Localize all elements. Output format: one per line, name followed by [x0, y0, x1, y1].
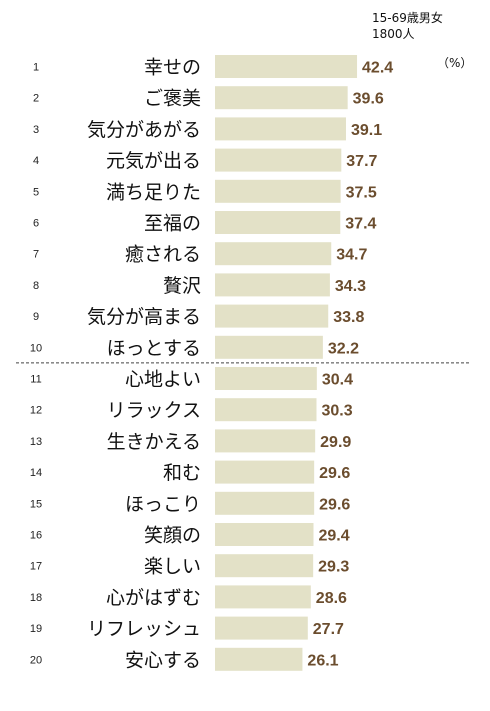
category-label: 気分があがる [87, 119, 201, 141]
bar [215, 367, 317, 390]
category-label: リラックス [107, 400, 201, 422]
value-label: 34.3 [335, 278, 366, 295]
category-label: 笑顔の [144, 525, 201, 547]
rank-label: 13 [30, 436, 42, 448]
sample-label-line1: 15-69歳男女 [372, 10, 443, 25]
category-label: 気分が高まる [87, 306, 201, 328]
bar [215, 429, 316, 453]
category-label: 至福の [144, 213, 201, 235]
rank-label: 3 [33, 124, 39, 136]
value-label: 27.7 [313, 621, 344, 638]
rank-label: 20 [30, 654, 42, 666]
bar [215, 117, 346, 141]
rank-label: 8 [33, 280, 39, 292]
value-label: 30.4 [322, 372, 353, 389]
value-label: 37.4 [345, 216, 376, 233]
rank-label: 4 [33, 155, 39, 167]
category-label: 安心する [125, 649, 201, 671]
category-label: 癒される [125, 244, 201, 266]
category-label: 楽しい [144, 556, 201, 578]
rank-label: 5 [33, 186, 39, 198]
category-label: リフレッシュ [87, 618, 201, 640]
category-label: 和む [163, 462, 201, 484]
rank-label: 10 [30, 342, 42, 354]
rank-label: 17 [30, 561, 42, 573]
bar [215, 148, 342, 172]
bar [215, 491, 315, 515]
category-label: ご褒美 [144, 88, 201, 110]
sample-label-line2: 1800人 [372, 27, 415, 41]
bar [215, 179, 341, 203]
rank-label: 6 [33, 218, 39, 230]
bar [215, 647, 303, 671]
value-label: 30.3 [322, 403, 353, 420]
bar [215, 55, 358, 78]
bar [215, 523, 314, 546]
value-label: 37.5 [346, 184, 377, 201]
category-label: ほっこり [125, 493, 201, 515]
bar [215, 335, 323, 359]
value-label: 32.2 [328, 340, 359, 357]
bar [215, 398, 317, 422]
rank-label: 9 [33, 311, 39, 323]
rank-label: 11 [30, 374, 41, 386]
unit-label: （%） [437, 56, 472, 70]
value-label: 29.9 [320, 434, 351, 451]
category-label: 心地よい [125, 369, 201, 391]
value-label: 33.8 [333, 309, 364, 326]
category-label: ほっとする [107, 337, 201, 359]
category-label: 満ち足りた [106, 181, 201, 203]
value-label: 29.6 [319, 465, 350, 482]
rank-label: 16 [30, 530, 42, 542]
rank-label: 1 [33, 62, 39, 74]
rank-label: 18 [30, 592, 42, 604]
rank-label: 7 [33, 249, 39, 261]
bar [215, 242, 332, 266]
rank-label: 19 [30, 623, 42, 635]
value-label: 28.6 [316, 590, 347, 607]
bar [215, 585, 311, 609]
value-label: 39.1 [351, 122, 382, 139]
chart-rows: 1 幸せの 42.4 2 ご褒美 39.6 3 気分があがる 39.1 4 元気が出る 37.7 5 満ち… [16, 55, 470, 671]
bar [215, 211, 341, 234]
bar [215, 460, 315, 484]
category-label: 贅沢 [163, 275, 201, 297]
bar [215, 554, 314, 578]
category-label: 生きかえる [107, 431, 201, 453]
rank-label: 12 [30, 405, 42, 417]
rank-label: 15 [30, 498, 42, 510]
value-label: 34.7 [336, 247, 367, 264]
value-label: 29.6 [319, 496, 350, 513]
bar [215, 304, 329, 328]
value-label: 29.3 [318, 559, 349, 576]
value-label: 39.6 [353, 91, 384, 108]
value-label: 42.4 [362, 60, 393, 77]
category-label: 幸せの [144, 57, 201, 79]
value-label: 37.7 [346, 153, 377, 170]
rank-label: 2 [33, 93, 39, 105]
rank-label: 14 [30, 467, 42, 479]
bar [215, 86, 348, 110]
category-label: 元気が出る [106, 150, 201, 172]
bar [215, 273, 330, 297]
value-label: 26.1 [307, 652, 338, 669]
value-label: 29.4 [318, 528, 349, 545]
category-label: 心がはずむ [106, 587, 201, 609]
bar [215, 616, 308, 640]
